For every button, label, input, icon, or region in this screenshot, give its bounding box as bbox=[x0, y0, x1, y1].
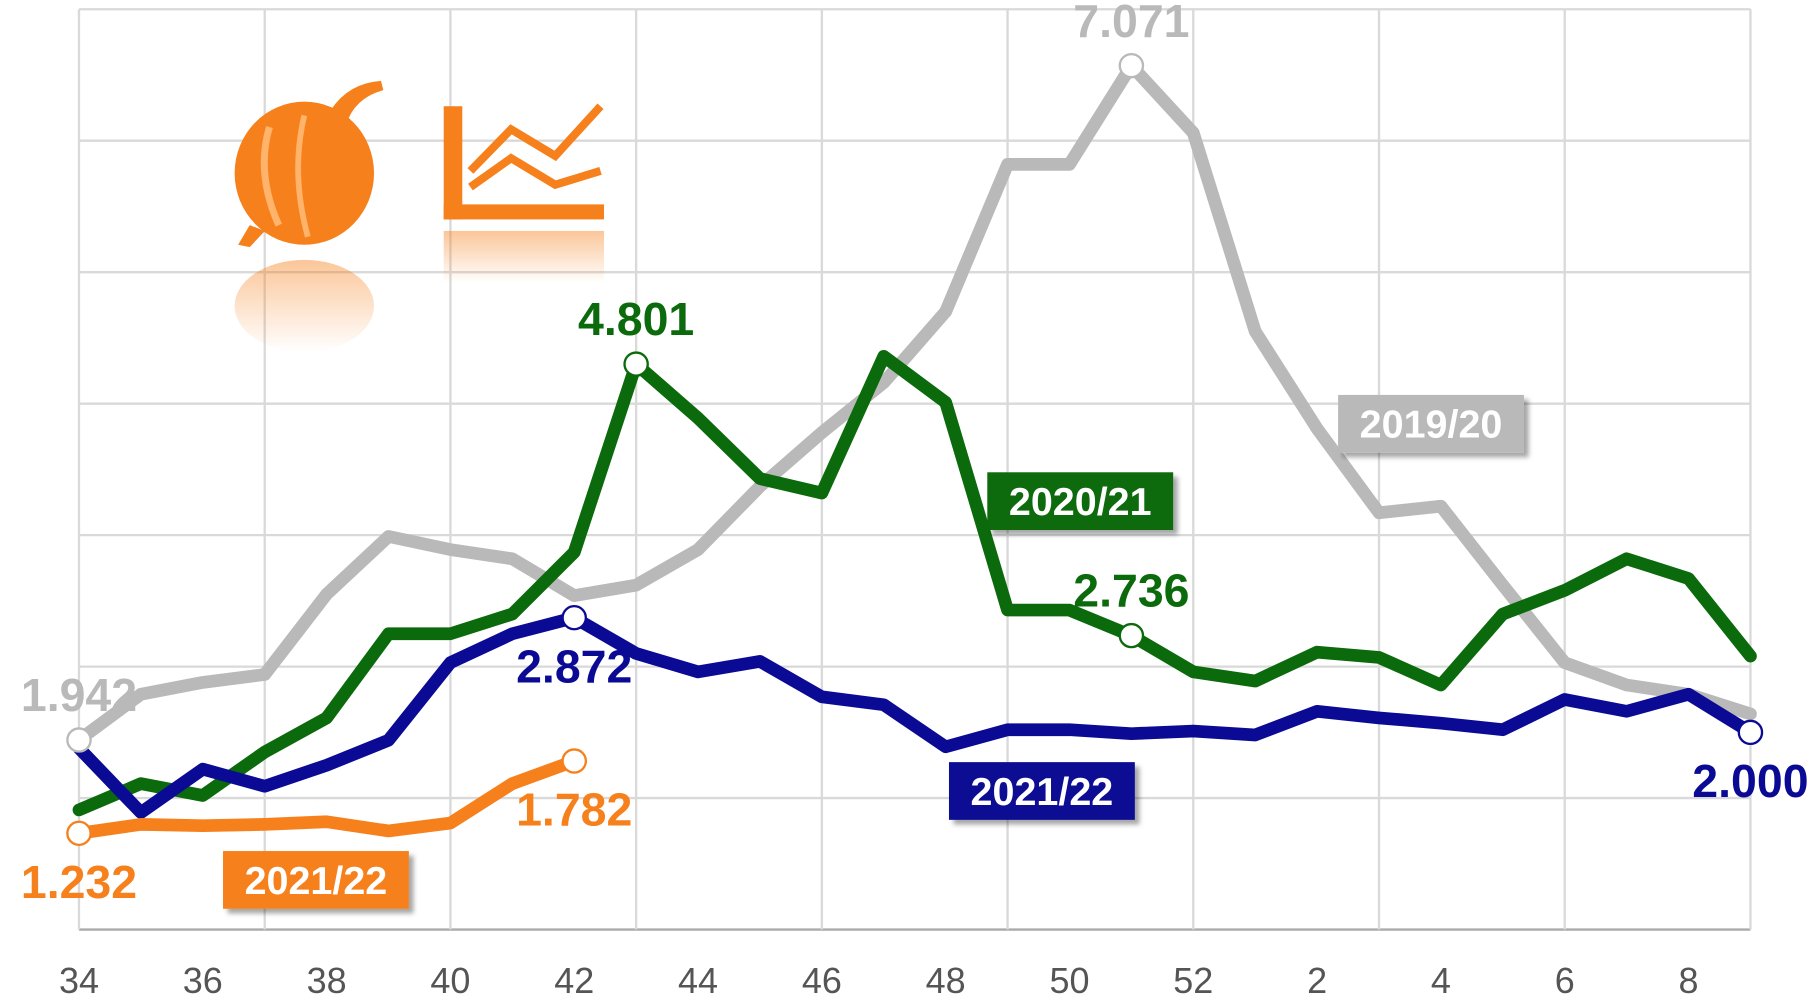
series-line bbox=[72, 754, 581, 840]
x-tick-label: 48 bbox=[926, 961, 966, 1000]
chart-icon-reflection bbox=[443, 230, 604, 283]
legend-label: 2021/22 bbox=[245, 859, 388, 903]
point-marker bbox=[1737, 719, 1764, 746]
point-marker bbox=[66, 727, 92, 753]
x-tick-label: 46 bbox=[802, 961, 842, 1000]
series-line bbox=[72, 59, 1757, 747]
series-name-box bbox=[1338, 394, 1524, 453]
x-tick-label: 6 bbox=[1555, 961, 1575, 1000]
onion-reflection bbox=[234, 259, 375, 353]
value-label: 1.782 bbox=[516, 784, 632, 836]
x-tick-label: 50 bbox=[1049, 961, 1089, 1000]
series-name-box bbox=[987, 472, 1174, 531]
point-marker bbox=[561, 748, 588, 774]
value-label: 2.736 bbox=[1073, 565, 1189, 617]
legend-label: 2019/20 bbox=[1360, 403, 1503, 447]
onion-icon bbox=[234, 80, 384, 248]
x-tick-label: 38 bbox=[307, 961, 347, 1000]
x-tick-label: 34 bbox=[59, 961, 99, 1000]
legend-label: 2020/21 bbox=[1009, 480, 1152, 524]
point-marker bbox=[1118, 52, 1145, 79]
x-tick-label: 52 bbox=[1173, 961, 1213, 1000]
logo bbox=[234, 80, 604, 353]
x-tick-label: 4 bbox=[1431, 961, 1451, 1000]
value-label: 4.801 bbox=[578, 293, 694, 345]
point-marker bbox=[1118, 622, 1145, 649]
value-label: 1.942 bbox=[21, 669, 137, 721]
legend-label: 2021/22 bbox=[971, 770, 1114, 814]
series-line bbox=[72, 349, 1757, 817]
value-label: 1.232 bbox=[21, 856, 137, 908]
x-tick-label: 2 bbox=[1307, 961, 1327, 1000]
lines bbox=[72, 59, 1757, 840]
x-tick-label: 44 bbox=[678, 961, 718, 1000]
point-marker bbox=[623, 351, 649, 377]
point-marker bbox=[66, 820, 92, 847]
point-marker bbox=[561, 605, 588, 631]
x-tick-label: 42 bbox=[554, 961, 594, 1000]
value-label: 2.872 bbox=[516, 640, 632, 692]
x-tick-label: 8 bbox=[1679, 961, 1699, 1000]
x-tick-label: 36 bbox=[183, 961, 223, 1000]
labels: 34 36 38 40 42 44 46 48 50 52 2 4 6 81.9427.0712019/2… bbox=[21, 0, 1809, 1000]
series-name-box bbox=[223, 851, 409, 909]
value-label: 2.000 bbox=[1692, 755, 1808, 807]
series-line bbox=[72, 611, 1757, 819]
value-label: 7.071 bbox=[1073, 0, 1189, 47]
x-tick-label: 40 bbox=[430, 961, 470, 1000]
chart-icon bbox=[443, 103, 604, 220]
series-name-box bbox=[948, 762, 1135, 820]
